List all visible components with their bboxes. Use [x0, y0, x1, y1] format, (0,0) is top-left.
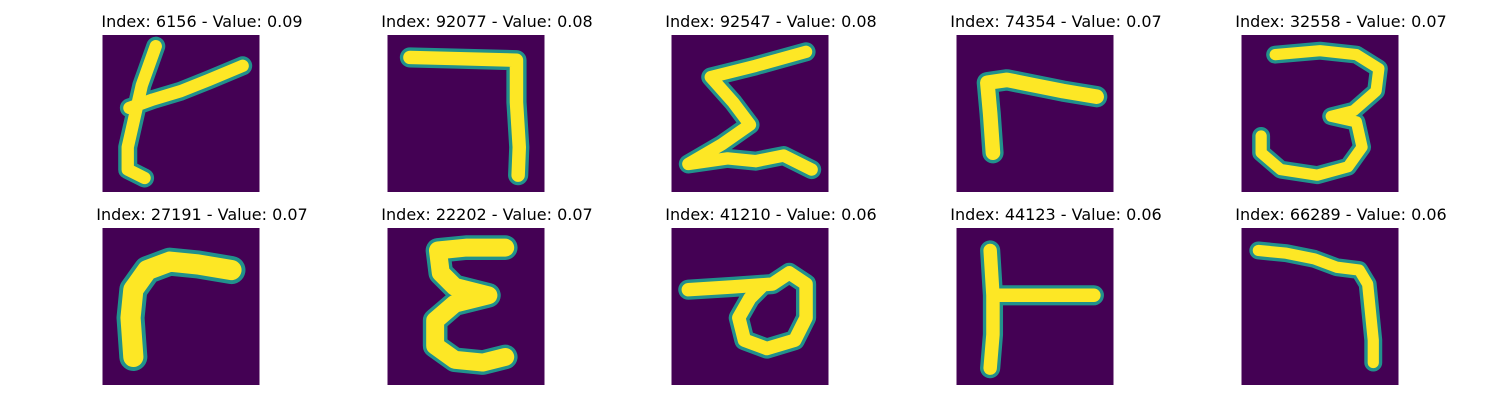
- glyph-image: [102, 228, 260, 385]
- glyph-image: [671, 35, 829, 192]
- panel-title: Index: 44123 - Value: 0.06: [950, 205, 1162, 224]
- panel-title: Index: 92547 - Value: 0.08: [665, 12, 877, 31]
- glyph-image: [102, 35, 260, 192]
- panel-title: Index: 32558 - Value: 0.07: [1235, 12, 1447, 31]
- panel-title: Index: 74354 - Value: 0.07: [950, 12, 1162, 31]
- glyph-image: [387, 35, 545, 192]
- panel-title: Index: 6156 - Value: 0.09: [101, 12, 303, 31]
- panel-title: Index: 22202 - Value: 0.07: [381, 205, 593, 224]
- glyph-image: [956, 228, 1114, 385]
- panel-title: Index: 66289 - Value: 0.06: [1235, 205, 1447, 224]
- panel-title: Index: 41210 - Value: 0.06: [665, 205, 877, 224]
- glyph-image: [671, 228, 829, 385]
- glyph-image: [387, 228, 545, 385]
- glyph-image: [956, 35, 1114, 192]
- panel-title: Index: 27191 - Value: 0.07: [96, 205, 308, 224]
- glyph-image: [1241, 35, 1399, 192]
- panel-title: Index: 92077 - Value: 0.08: [381, 12, 593, 31]
- glyph-image: [1241, 228, 1399, 385]
